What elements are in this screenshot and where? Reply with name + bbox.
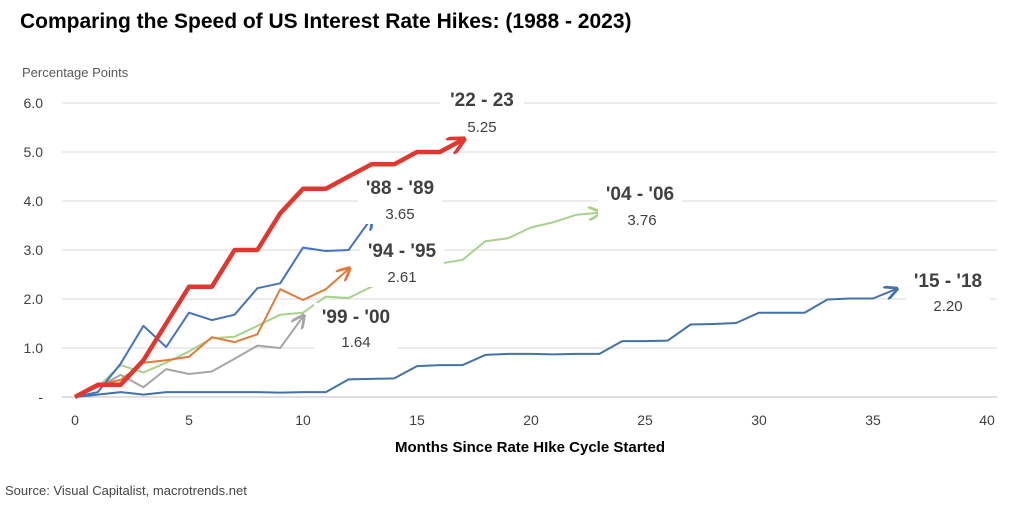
series-line-04-06 [74,213,599,398]
y-tick-label: 4.0 [24,193,44,209]
series-name-label: '04 - '06 [606,184,674,205]
annotation-15-18: '15 - '18 2.20 [906,267,990,317]
source-note: Source: Visual Capitalist, macrotrends.n… [5,483,247,498]
y-axis-label: Percentage Points [22,65,129,80]
series-name-label: '94 - '95 [368,241,437,262]
y-tick-label: 5.0 [24,144,44,160]
x-tick-label: 5 [185,412,193,428]
chart-title: Comparing the Speed of US Interest Rate … [20,10,632,33]
x-tick-label: 35 [865,412,881,428]
y-tick-label: - [38,389,43,405]
x-tick-label: 25 [637,412,653,428]
series-value-label: 2.61 [387,269,416,286]
series-name-label: '22 - 23 [450,90,514,111]
annotation-22-23: '22 - 23 5.25 [440,86,524,136]
series-name-label: '15 - '18 [914,271,982,292]
annotation-88-89: '88 - '89 3.65 [358,174,442,224]
annotation-04-06: '04 - '06 3.76 [598,180,682,230]
series-value-label: 2.20 [933,298,962,315]
x-tick-label: 0 [71,412,79,428]
series-line-88-89 [74,218,371,398]
x-tick-label: 40 [979,412,995,428]
series-line-99-00 [74,317,303,398]
x-tick-label: 30 [751,412,767,428]
series-line-22-23 [73,140,463,399]
series-value-label: 3.65 [385,206,414,223]
annotation-99-00: '99 - '00 1.64 [314,303,398,353]
y-tick-label: 1.0 [24,340,44,356]
series-value-label: 3.76 [627,212,656,229]
series-name-label: '88 - '89 [366,178,434,199]
x-tick-label: 20 [523,412,539,428]
series-annotations: '15 - '182.20'04 - '063.76'99 - '001.64'… [314,86,990,353]
y-tick-label: 3.0 [24,242,44,258]
series-line-15-18 [74,289,896,398]
x-tick-label: 10 [295,412,311,428]
y-axis-ticks: - 1.0 2.0 3.0 4.0 5.0 6.0 [24,95,44,405]
y-tick-label: 6.0 [24,95,44,111]
x-tick-label: 15 [409,412,425,428]
series-value-label: 1.64 [341,334,370,351]
y-tick-label: 2.0 [24,291,44,307]
series-lines [73,140,896,399]
x-axis-label: Months Since Rate HIke Cycle Started [395,439,665,456]
x-axis-ticks: 0 5 10 15 20 25 30 35 40 [71,412,995,428]
series-name-label: '99 - '00 [322,307,390,328]
series-line-94-95 [74,269,349,398]
series-value-label: 5.25 [467,119,496,136]
annotation-94-95: '94 - '95 2.61 [360,237,444,287]
